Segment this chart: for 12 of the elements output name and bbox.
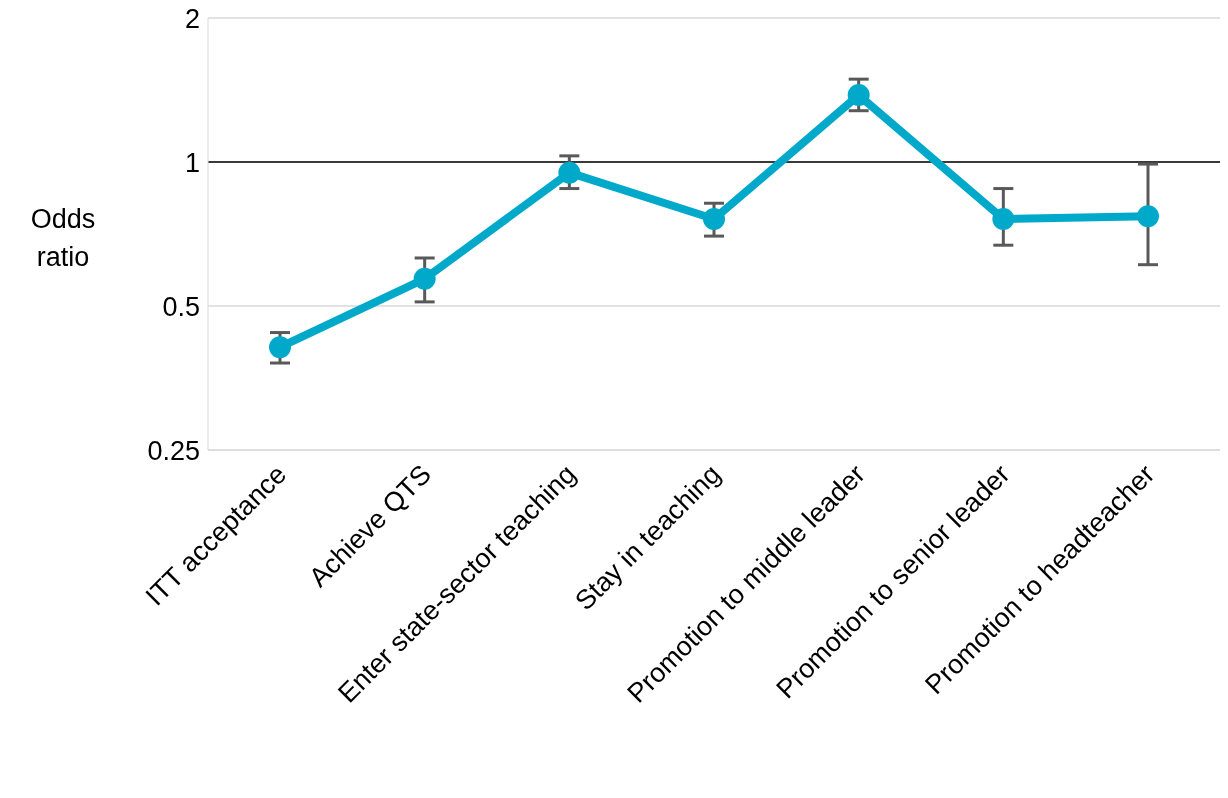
point <box>413 267 436 290</box>
y-tick-label: 2 <box>184 3 200 34</box>
y-tick-label: 0.5 <box>162 291 200 322</box>
point <box>1137 205 1159 228</box>
point <box>269 336 291 359</box>
y-tick-label: 1 <box>184 147 200 178</box>
y-axis-title: Odds ratio <box>29 203 97 274</box>
point <box>558 161 581 184</box>
point <box>847 84 870 107</box>
point <box>703 208 725 231</box>
y-tick-label: 0.25 <box>147 435 200 466</box>
point <box>992 208 1015 231</box>
